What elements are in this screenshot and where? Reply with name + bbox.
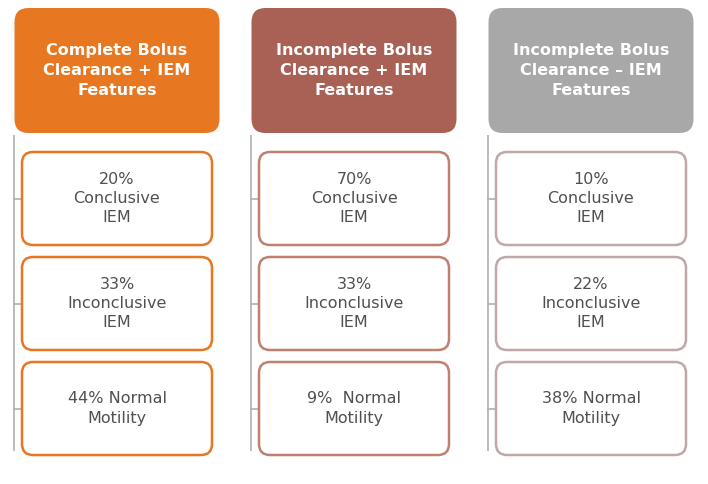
Text: 38% Normal
Motility: 38% Normal Motility — [542, 392, 641, 425]
FancyBboxPatch shape — [22, 362, 212, 455]
FancyBboxPatch shape — [259, 362, 449, 455]
Text: 20%
Conclusive
IEM: 20% Conclusive IEM — [74, 172, 161, 225]
Text: 10%
Conclusive
IEM: 10% Conclusive IEM — [547, 172, 634, 225]
Text: Incomplete Bolus
Clearance + IEM
Features: Incomplete Bolus Clearance + IEM Feature… — [276, 43, 432, 98]
Text: 44% Normal
Motility: 44% Normal Motility — [67, 392, 166, 425]
Text: Incomplete Bolus
Clearance – IEM
Features: Incomplete Bolus Clearance – IEM Feature… — [513, 43, 669, 98]
FancyBboxPatch shape — [489, 8, 694, 133]
FancyBboxPatch shape — [14, 8, 219, 133]
Text: 9%  Normal
Motility: 9% Normal Motility — [307, 392, 401, 425]
Text: 70%
Conclusive
IEM: 70% Conclusive IEM — [311, 172, 397, 225]
FancyBboxPatch shape — [259, 257, 449, 350]
FancyBboxPatch shape — [496, 257, 686, 350]
Text: 33%
Inconclusive
IEM: 33% Inconclusive IEM — [304, 277, 404, 330]
Text: 22%
Inconclusive
IEM: 22% Inconclusive IEM — [542, 277, 641, 330]
FancyBboxPatch shape — [22, 152, 212, 245]
FancyBboxPatch shape — [22, 257, 212, 350]
Text: 33%
Inconclusive
IEM: 33% Inconclusive IEM — [67, 277, 166, 330]
FancyBboxPatch shape — [259, 152, 449, 245]
Text: Complete Bolus
Clearance + IEM
Features: Complete Bolus Clearance + IEM Features — [43, 43, 190, 98]
FancyBboxPatch shape — [496, 152, 686, 245]
FancyBboxPatch shape — [496, 362, 686, 455]
FancyBboxPatch shape — [251, 8, 457, 133]
